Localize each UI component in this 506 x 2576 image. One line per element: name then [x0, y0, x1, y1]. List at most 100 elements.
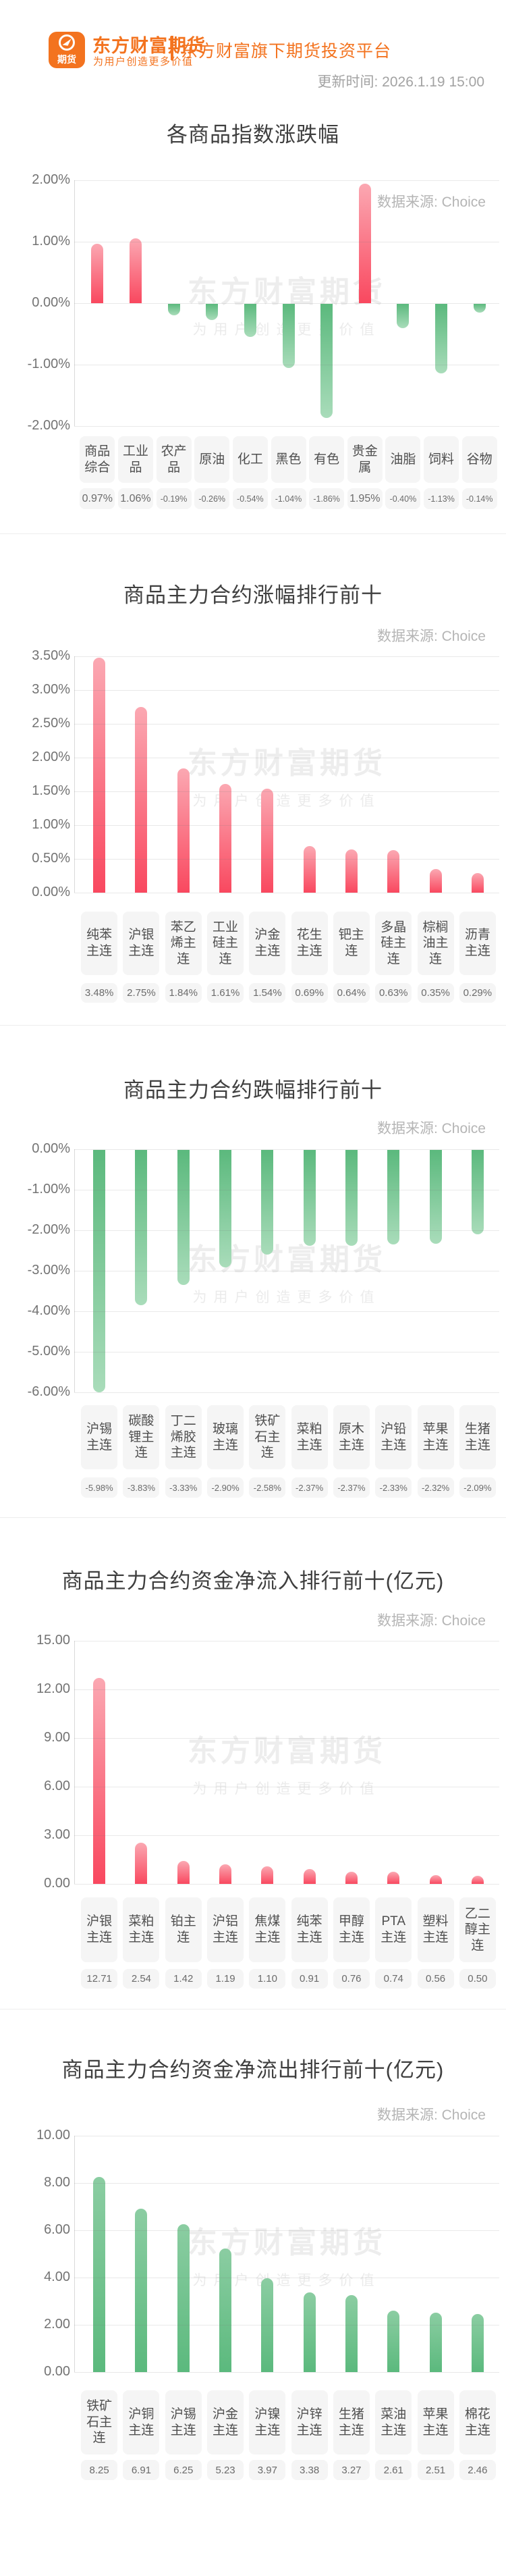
value-label: 0.35% — [417, 983, 454, 1003]
category-label: 沪铅主连 — [375, 1405, 412, 1469]
category-label: 菜粕主连 — [123, 1897, 160, 1962]
category-label: 化工 — [232, 436, 268, 483]
y-axis-line — [74, 1641, 75, 1884]
gridline — [74, 180, 499, 181]
bar-菜粕主连 — [303, 1150, 316, 1246]
bar-棕榈油主连 — [429, 869, 442, 893]
bar-沪金主连 — [219, 2248, 232, 2372]
gridline — [74, 724, 499, 725]
bar-工业硅主连 — [219, 784, 232, 893]
value-label: 6.91 — [123, 2460, 160, 2480]
value-label: -2.33% — [375, 1477, 412, 1498]
category-label: 黑色 — [271, 436, 306, 483]
bar-黑色 — [282, 304, 295, 368]
gridline — [74, 1311, 499, 1312]
category-label: 铁矿石主连 — [81, 2390, 118, 2454]
value-label: 2.61 — [375, 2460, 412, 2480]
category-label: 沪锡主连 — [165, 2390, 202, 2454]
value-label: 5.23 — [207, 2460, 244, 2480]
value-label: -0.19% — [156, 488, 192, 509]
y-axis-tick-label: 4.00 — [44, 2269, 70, 2284]
bar-沪铜主连 — [135, 2209, 148, 2372]
value-label: 3.27 — [333, 2460, 370, 2480]
y-axis-tick-label: -1.00% — [27, 1182, 70, 1197]
category-label: 生猪主连 — [459, 1405, 496, 1469]
y-axis-tick-label: 8.00 — [44, 2175, 70, 2190]
category-label: 碳酸锂主连 — [123, 1405, 160, 1469]
y-axis-tick-label: -1.00% — [27, 357, 70, 371]
bar-沪银主连 — [135, 707, 148, 893]
category-label: 纯苯主连 — [291, 1897, 328, 1962]
bar-丁二烯胶主连 — [177, 1150, 190, 1285]
bar-沪铅主连 — [387, 1150, 400, 1244]
value-label: 0.63% — [375, 983, 412, 1003]
category-label: 原油 — [194, 436, 230, 483]
y-axis-line — [74, 1149, 75, 1392]
platform-tagline: 东方财富旗下期货投资平台 — [181, 42, 392, 61]
y-axis-tick-label: 0.00% — [32, 885, 70, 899]
watermark-line2: 为用户创造更多价值 — [192, 793, 381, 809]
bar-沪锡主连 — [93, 1150, 106, 1392]
futures-logo-glyph: 期货 — [57, 34, 76, 65]
category-label: 沥青主连 — [459, 912, 496, 975]
category-label: 工业品 — [117, 436, 153, 483]
gridline — [74, 2183, 499, 2184]
category-label: 沪铜主连 — [123, 2390, 160, 2454]
value-label: -0.40% — [385, 488, 421, 509]
brand-title: 东方财富期货 — [92, 36, 206, 56]
category-label: 苹果主连 — [417, 1405, 454, 1469]
y-axis-tick-label: 3.00 — [44, 1827, 70, 1842]
category-label: 苯乙烯主连 — [165, 912, 202, 975]
value-label: 1.95% — [347, 488, 383, 509]
value-label: 1.54% — [249, 983, 286, 1003]
value-label: 0.29% — [459, 983, 496, 1003]
section-divider — [0, 1517, 506, 1518]
category-label: 商品综合 — [80, 436, 115, 483]
data-source-label: 数据来源: Choice — [376, 629, 486, 644]
gridline — [74, 690, 499, 691]
y-axis-tick-label: 15.00 — [36, 1633, 70, 1648]
y-axis-tick-label: 12.00 — [36, 1681, 70, 1696]
category-label: 生猪主连 — [333, 2390, 370, 2454]
value-label: -1.13% — [424, 488, 459, 509]
chart-title: 商品主力合约跌幅排行前十 — [123, 1078, 383, 1102]
category-label: 沪金主连 — [207, 2390, 244, 2454]
value-label: 8.25 — [81, 2460, 118, 2480]
bar-菜粕主连 — [135, 1843, 148, 1884]
bar-饲料 — [435, 304, 448, 373]
bar-碳酸锂主连 — [135, 1150, 148, 1305]
watermark-line1: 东方财富期货 — [188, 747, 386, 780]
bar-商品综合 — [91, 243, 104, 303]
data-source-label: 数据来源: Choice — [376, 1613, 486, 1629]
bar-生猪主连 — [471, 1150, 484, 1235]
bar-甲醇主连 — [345, 1871, 358, 1884]
value-label: -0.54% — [232, 488, 268, 509]
value-label: 0.56 — [417, 1969, 454, 1989]
bar-沪锡主连 — [177, 2224, 190, 2372]
bar-棉花主连 — [471, 2313, 484, 2372]
category-label: 花生主连 — [291, 912, 328, 975]
y-axis-tick-label: 9.00 — [44, 1730, 70, 1745]
category-label: 棉花主连 — [459, 2390, 496, 2454]
y-axis-tick-label: -2.00% — [27, 1222, 70, 1237]
y-axis-tick-label: 6.00 — [44, 2222, 70, 2237]
category-label: 农产品 — [156, 436, 192, 483]
gridline — [74, 825, 499, 826]
value-label: -0.26% — [194, 488, 230, 509]
bar-纯苯主连 — [303, 1869, 316, 1884]
value-label: -2.32% — [417, 1477, 454, 1498]
category-label: 焦煤主连 — [249, 1897, 286, 1962]
value-label: -2.09% — [459, 1477, 496, 1498]
gridline — [74, 1392, 499, 1393]
category-label: 沪锌主连 — [291, 2390, 328, 2454]
y-axis-tick-label: 10.00 — [36, 2128, 70, 2143]
value-label: 3.97 — [249, 2460, 286, 2480]
bar-沪金主连 — [261, 789, 274, 893]
bar-生猪主连 — [345, 2294, 358, 2372]
data-source-label: 数据来源: Choice — [376, 194, 486, 210]
bar-焦煤主连 — [261, 1866, 274, 1884]
category-label: 玻璃主连 — [207, 1405, 244, 1469]
gridline — [74, 1689, 499, 1690]
bar-原油 — [206, 304, 219, 320]
y-axis-tick-label: -3.00% — [27, 1263, 70, 1278]
